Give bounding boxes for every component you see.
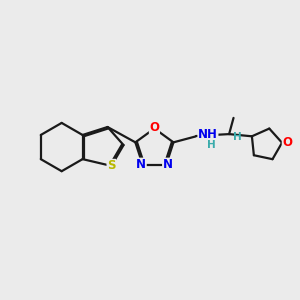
Text: H: H: [207, 140, 216, 150]
Text: N: N: [163, 158, 173, 171]
Text: H: H: [233, 132, 242, 142]
Text: N: N: [136, 158, 146, 171]
Text: O: O: [149, 121, 159, 134]
Text: S: S: [107, 159, 116, 172]
Text: NH: NH: [198, 128, 218, 141]
Text: O: O: [282, 136, 292, 149]
